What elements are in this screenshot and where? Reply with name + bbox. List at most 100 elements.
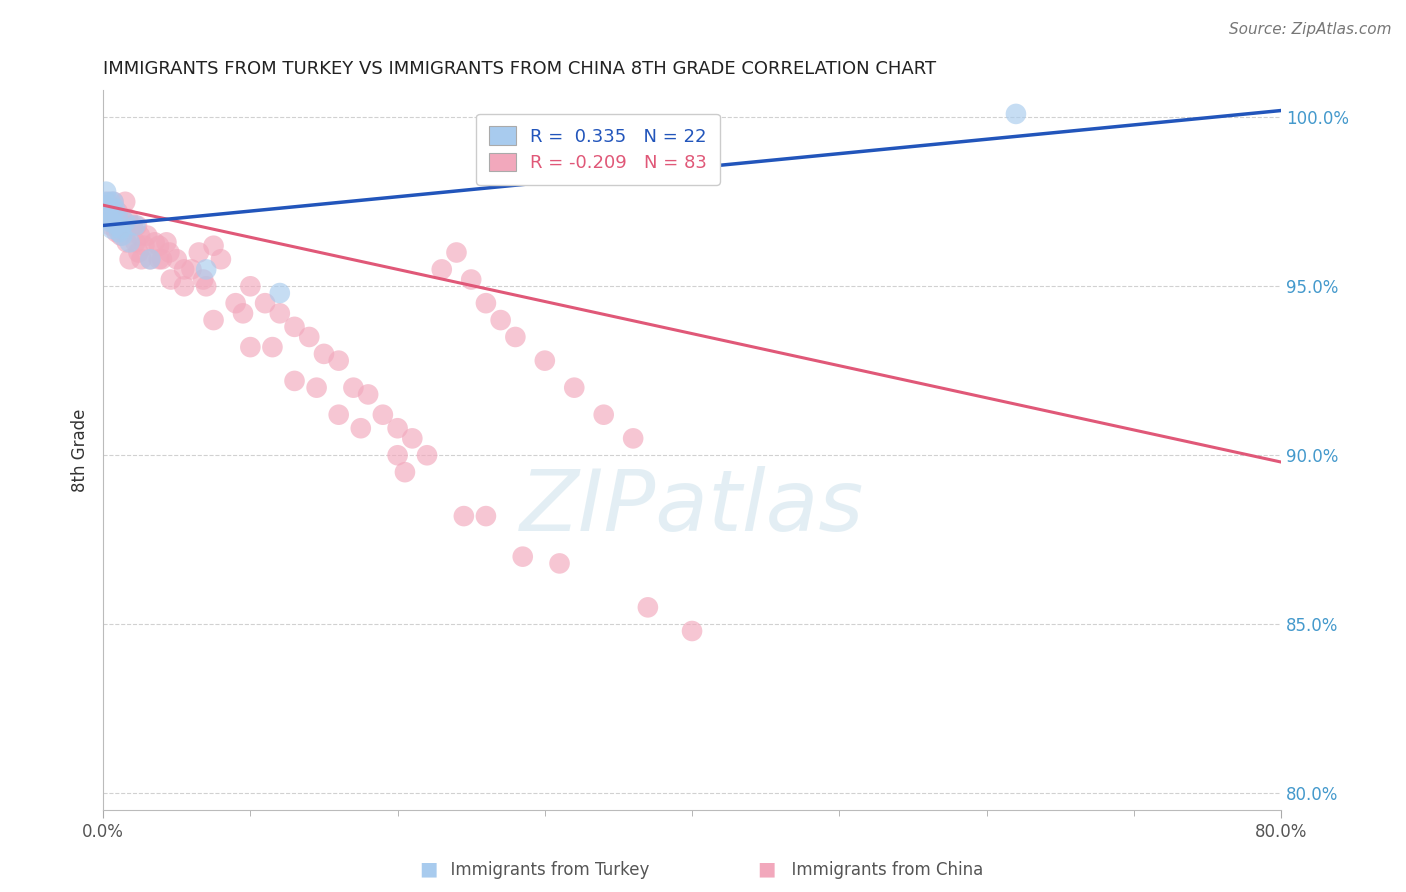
Point xyxy=(98,211,121,226)
Point xyxy=(312,347,335,361)
Point xyxy=(143,235,166,250)
Point xyxy=(114,215,136,229)
Point xyxy=(93,194,115,209)
Point xyxy=(202,238,225,252)
Point xyxy=(232,306,254,320)
Point xyxy=(239,340,262,354)
Point xyxy=(114,219,136,233)
Point xyxy=(328,408,350,422)
Point xyxy=(283,374,305,388)
Y-axis label: 8th Grade: 8th Grade xyxy=(72,409,89,491)
Point xyxy=(148,238,170,252)
Point xyxy=(262,340,284,354)
Point xyxy=(387,448,409,462)
Point xyxy=(94,205,117,219)
Point xyxy=(136,228,159,243)
Point xyxy=(118,252,141,267)
Point xyxy=(108,219,131,233)
Point xyxy=(110,222,132,236)
Point xyxy=(475,296,498,310)
Point xyxy=(124,219,146,233)
Point xyxy=(416,448,439,462)
Point xyxy=(160,272,183,286)
Point xyxy=(103,194,125,209)
Text: ZIPatlas: ZIPatlas xyxy=(520,467,865,549)
Point xyxy=(129,228,152,243)
Text: ■: ■ xyxy=(756,860,776,879)
Point xyxy=(193,272,215,286)
Point xyxy=(637,600,659,615)
Point xyxy=(100,215,122,229)
Point xyxy=(195,279,218,293)
Point xyxy=(139,252,162,267)
Point xyxy=(489,313,512,327)
Point xyxy=(105,219,128,233)
Point xyxy=(562,381,585,395)
Text: IMMIGRANTS FROM TURKEY VS IMMIGRANTS FROM CHINA 8TH GRADE CORRELATION CHART: IMMIGRANTS FROM TURKEY VS IMMIGRANTS FRO… xyxy=(103,60,936,78)
Point xyxy=(209,252,232,267)
Legend: R =  0.335   N = 22, R = -0.209   N = 83: R = 0.335 N = 22, R = -0.209 N = 83 xyxy=(477,113,720,185)
Point xyxy=(548,557,571,571)
Point xyxy=(94,185,117,199)
Text: Source: ZipAtlas.com: Source: ZipAtlas.com xyxy=(1229,22,1392,37)
Point xyxy=(328,353,350,368)
Point xyxy=(125,219,148,233)
Point xyxy=(621,431,644,445)
Point xyxy=(107,211,129,226)
Point xyxy=(101,222,124,236)
Point xyxy=(101,208,124,222)
Point xyxy=(110,228,132,243)
Point xyxy=(180,262,202,277)
Point xyxy=(512,549,534,564)
Point xyxy=(115,235,138,250)
Point xyxy=(173,279,195,293)
Point xyxy=(104,202,127,216)
Point xyxy=(173,262,195,277)
Point xyxy=(96,205,118,219)
Point xyxy=(254,296,277,310)
Point xyxy=(103,194,125,209)
Point xyxy=(430,262,453,277)
Point xyxy=(225,296,247,310)
Point xyxy=(269,286,291,301)
Point xyxy=(371,408,394,422)
Point xyxy=(96,194,118,209)
Point xyxy=(93,198,115,212)
Point xyxy=(104,211,127,226)
Point xyxy=(350,421,373,435)
Point xyxy=(298,330,321,344)
Point xyxy=(283,319,305,334)
Point xyxy=(101,205,124,219)
Point xyxy=(114,194,136,209)
Point xyxy=(166,252,188,267)
Point xyxy=(118,235,141,250)
Point xyxy=(124,235,146,250)
Point xyxy=(460,272,482,286)
Point xyxy=(121,219,143,233)
Point xyxy=(157,245,180,260)
Point xyxy=(505,330,527,344)
Point xyxy=(155,235,177,250)
Text: Immigrants from Turkey: Immigrants from Turkey xyxy=(419,861,650,879)
Point xyxy=(100,219,122,233)
Text: ■: ■ xyxy=(419,860,439,879)
Point xyxy=(453,509,475,524)
Point xyxy=(401,431,423,445)
Point xyxy=(239,279,262,293)
Point xyxy=(342,381,364,395)
Point xyxy=(475,509,498,524)
Point xyxy=(387,421,409,435)
Point xyxy=(150,252,173,267)
Point xyxy=(1005,107,1028,121)
Point xyxy=(187,245,209,260)
Point xyxy=(100,194,122,209)
Point xyxy=(592,408,614,422)
Point xyxy=(134,238,156,252)
Point xyxy=(111,228,134,243)
Point xyxy=(98,211,121,226)
Point xyxy=(105,225,128,239)
Point xyxy=(148,252,170,267)
Point xyxy=(139,252,162,267)
Point xyxy=(305,381,328,395)
Point xyxy=(394,465,416,479)
